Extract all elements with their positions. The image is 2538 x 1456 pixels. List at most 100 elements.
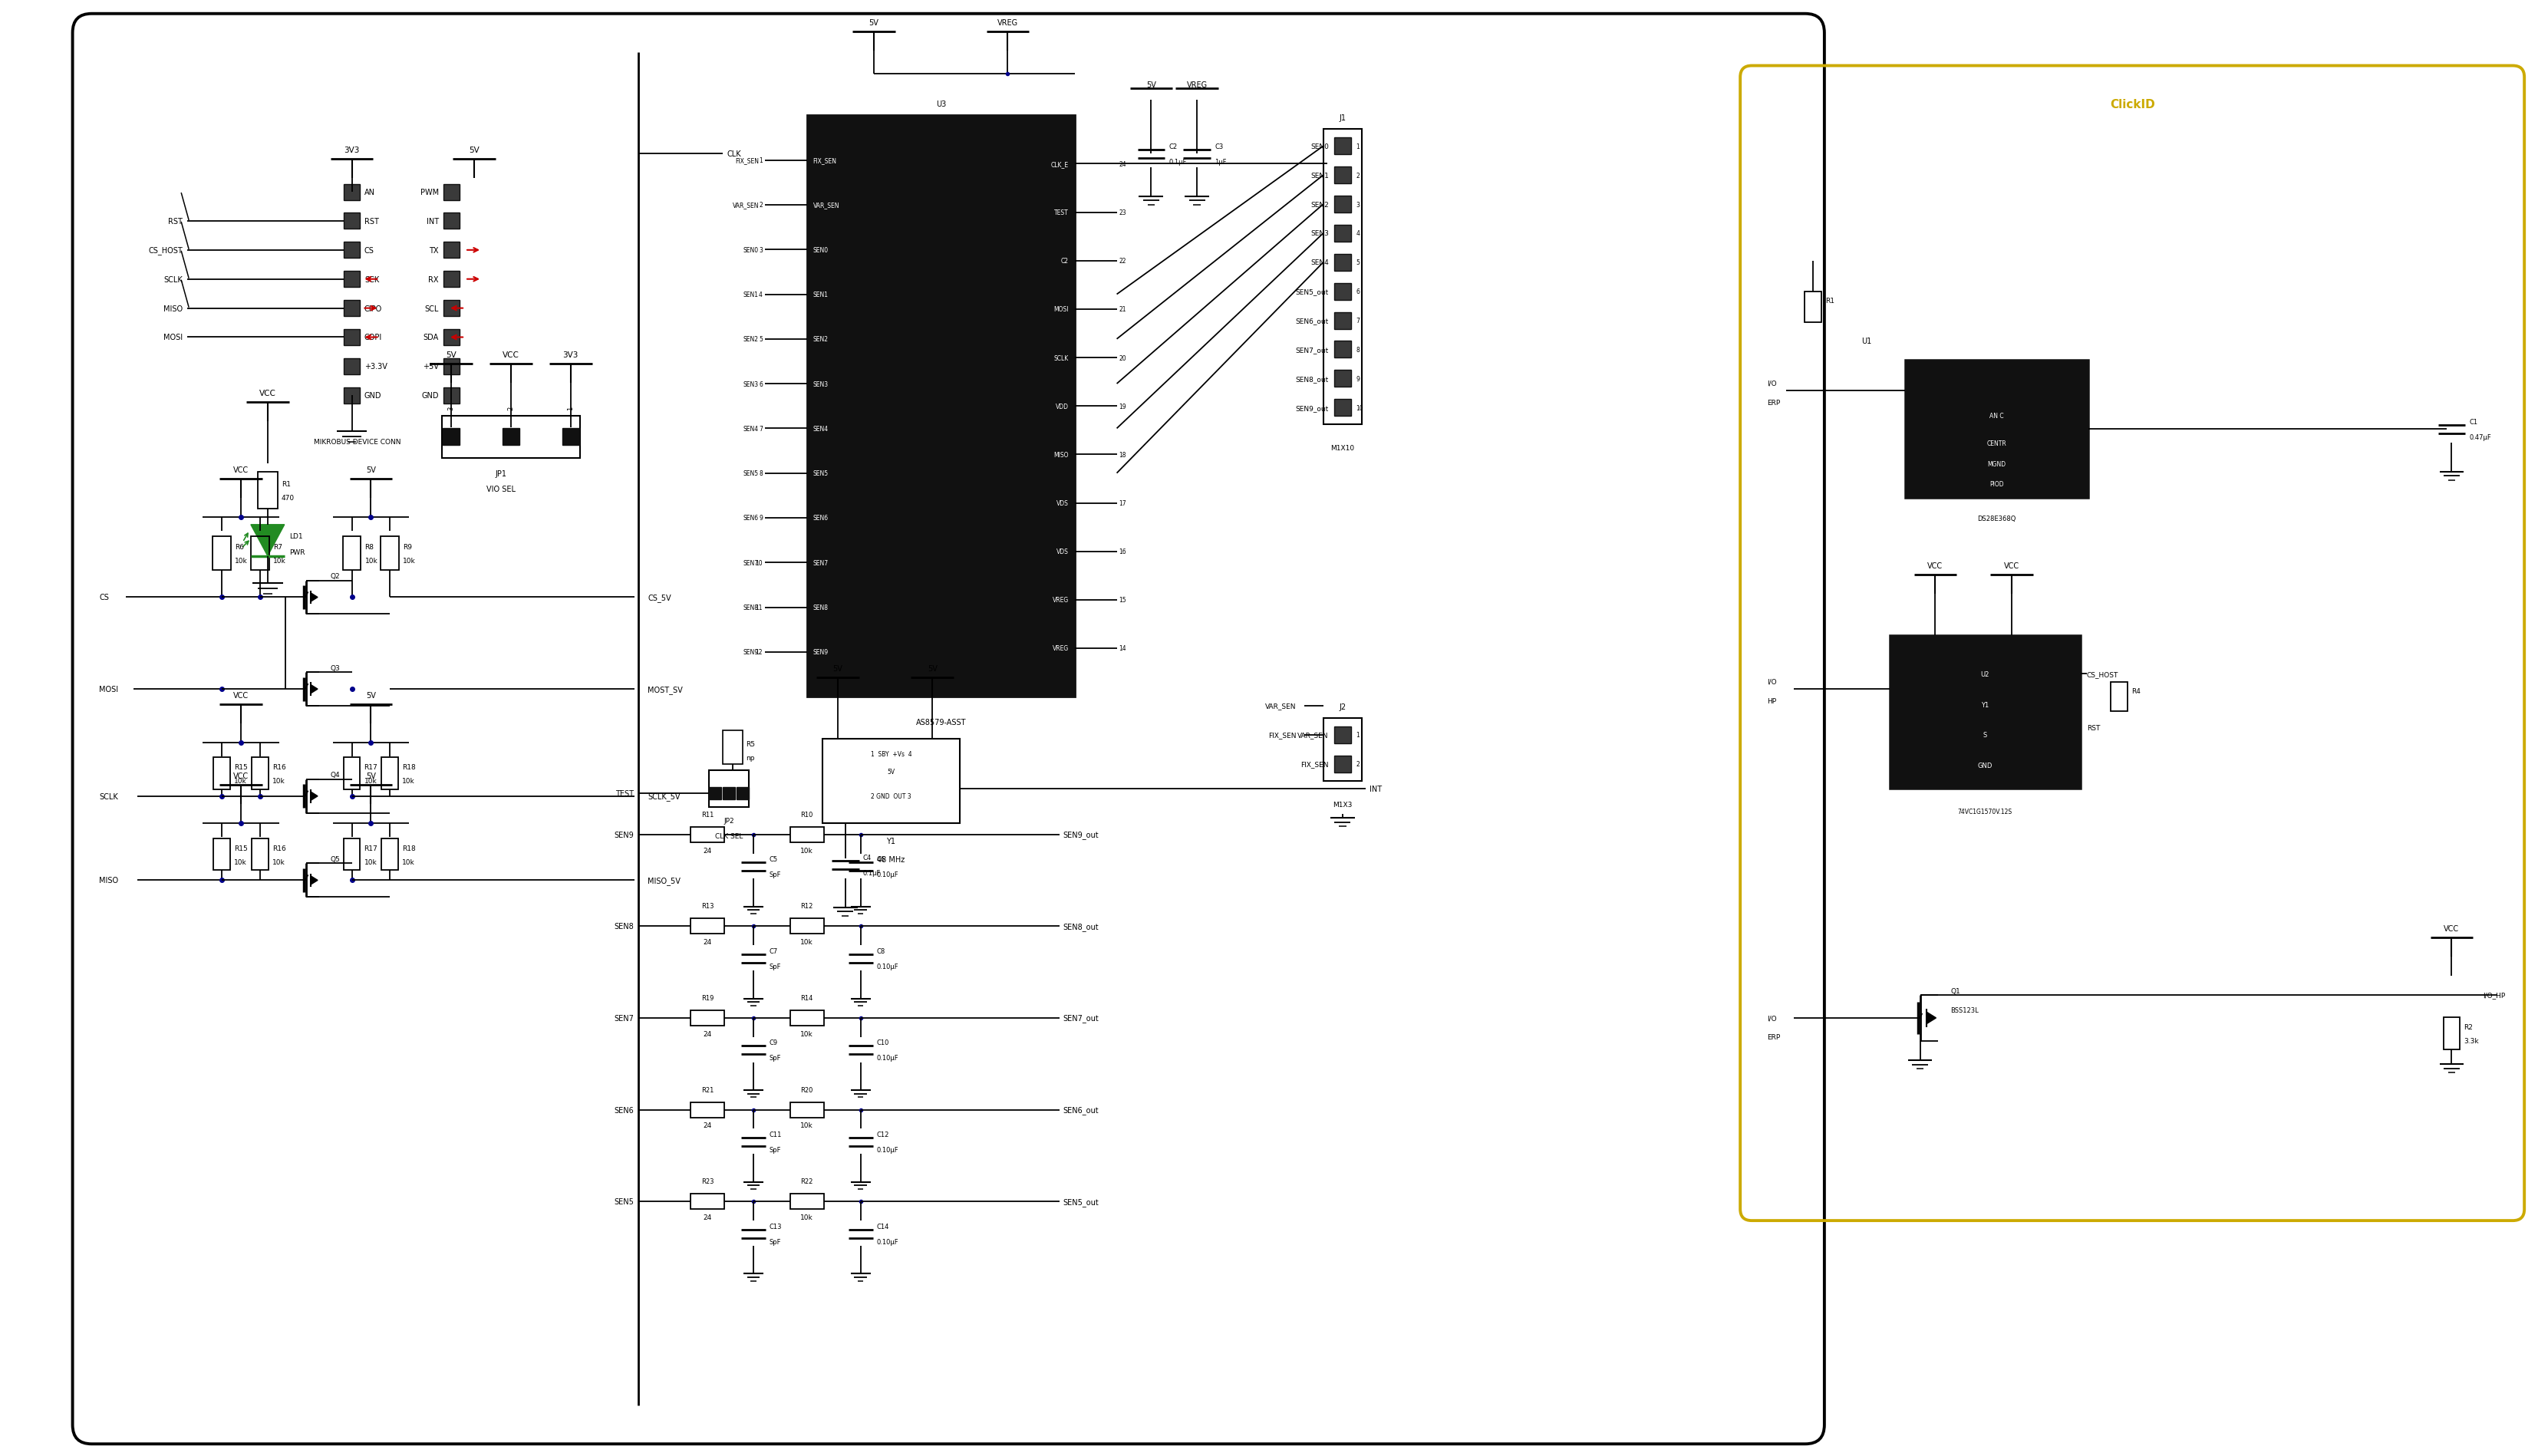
Text: TX: TX	[429, 246, 439, 255]
Text: SEN5_out: SEN5_out	[1063, 1197, 1099, 1206]
Text: I/O: I/O	[1766, 1015, 1777, 1022]
Text: VCC: VCC	[259, 390, 277, 397]
Bar	[708, 770, 749, 807]
Text: C2: C2	[1061, 258, 1068, 265]
Text: SEN9_out: SEN9_out	[1294, 405, 1330, 412]
Text: R5: R5	[746, 741, 754, 748]
Text: R10: R10	[799, 811, 812, 818]
Bar	[213, 839, 231, 871]
Text: 10k: 10k	[799, 1031, 812, 1037]
Text: R6: R6	[233, 543, 244, 550]
Text: 5V: 5V	[926, 665, 937, 673]
Text: SEN6: SEN6	[744, 515, 759, 521]
Text: PWM: PWM	[421, 189, 439, 197]
Bar	[2444, 1018, 2459, 1050]
Bar	[1335, 313, 1350, 329]
Text: SpF: SpF	[769, 962, 782, 970]
Text: 8: 8	[759, 470, 761, 478]
Bar	[343, 329, 360, 345]
Text: TEST: TEST	[617, 789, 634, 798]
Text: 5: 5	[1355, 259, 1360, 266]
Text: SpF: SpF	[769, 1054, 782, 1061]
Text: SEN0: SEN0	[1310, 143, 1330, 150]
Text: SCK: SCK	[365, 275, 378, 284]
Text: R1: R1	[1825, 297, 1835, 304]
Text: SEN8: SEN8	[812, 604, 827, 612]
Text: Q1: Q1	[1952, 989, 1959, 994]
Text: 5V: 5V	[365, 772, 376, 779]
Text: VREG: VREG	[1188, 82, 1208, 89]
Text: C12: C12	[876, 1131, 888, 1137]
Text: MISO_5V: MISO_5V	[647, 877, 680, 885]
Bar	[690, 919, 723, 935]
Text: FIX_SEN: FIX_SEN	[812, 157, 838, 165]
Text: SEN5: SEN5	[614, 1198, 634, 1206]
Text: 0.10µF: 0.10µF	[876, 1054, 898, 1061]
Text: 10k: 10k	[233, 558, 249, 565]
Text: 10k: 10k	[799, 1214, 812, 1220]
Text: MISO: MISO	[99, 877, 119, 884]
Text: M1X10: M1X10	[1330, 444, 1355, 451]
Text: VCC: VCC	[2005, 562, 2020, 569]
Bar	[1335, 371, 1350, 387]
Text: 10k: 10k	[799, 939, 812, 945]
Bar	[807, 116, 1074, 697]
Text: VAR_SEN: VAR_SEN	[733, 202, 759, 208]
Bar	[343, 358, 360, 374]
Bar	[343, 243, 360, 259]
Text: SEN4: SEN4	[812, 425, 827, 432]
Text: VREG: VREG	[997, 19, 1018, 26]
Text: 12: 12	[756, 649, 761, 655]
Bar	[503, 428, 520, 446]
Text: 9: 9	[759, 515, 761, 521]
Bar	[1335, 342, 1350, 358]
Text: MOSI: MOSI	[99, 686, 119, 693]
Text: 19: 19	[1119, 403, 1127, 411]
Polygon shape	[1926, 1012, 1936, 1024]
Bar	[1322, 130, 1360, 425]
Text: 8: 8	[1355, 347, 1360, 354]
Text: C5: C5	[769, 856, 779, 862]
Bar	[1335, 284, 1350, 300]
Bar	[1805, 291, 1822, 322]
Text: 7: 7	[1355, 317, 1360, 325]
Text: 5V: 5V	[470, 147, 480, 154]
Bar	[442, 428, 459, 446]
Text: 1µF: 1µF	[1216, 159, 1226, 166]
Text: 6: 6	[759, 380, 761, 387]
Bar	[723, 788, 736, 799]
Text: I/O: I/O	[1766, 678, 1777, 686]
Text: 0.1µF: 0.1µF	[1170, 159, 1188, 166]
Text: R17: R17	[363, 844, 378, 852]
Text: SEN4: SEN4	[744, 425, 759, 432]
Text: 5V: 5V	[1147, 82, 1157, 89]
Text: SEN7: SEN7	[812, 559, 827, 566]
Text: VCC: VCC	[1926, 562, 1944, 569]
Text: 0.10µF: 0.10µF	[876, 1146, 898, 1153]
Polygon shape	[312, 792, 317, 801]
Bar	[251, 757, 269, 789]
Bar	[444, 185, 459, 201]
Bar	[1335, 138, 1350, 154]
Text: MOSI: MOSI	[1053, 306, 1068, 313]
Text: SEN3: SEN3	[1310, 230, 1330, 237]
Text: 10k: 10k	[799, 1123, 812, 1128]
Bar	[1888, 636, 2081, 789]
Text: 0.10µF: 0.10µF	[876, 871, 898, 878]
Text: 10k: 10k	[363, 859, 376, 866]
Text: 20: 20	[1119, 355, 1127, 361]
Text: CS_5V: CS_5V	[647, 594, 673, 601]
Text: VDD: VDD	[1056, 403, 1068, 411]
Text: SEN7_out: SEN7_out	[1063, 1013, 1099, 1022]
Text: VAR_SEN: VAR_SEN	[812, 202, 840, 208]
Text: AN C: AN C	[1990, 412, 2002, 419]
Text: RX: RX	[429, 275, 439, 284]
Text: 10: 10	[1355, 405, 1363, 412]
Text: +5V: +5V	[424, 363, 439, 371]
Text: SEN0: SEN0	[744, 246, 759, 253]
Bar	[822, 740, 959, 823]
Text: 10k: 10k	[404, 558, 416, 565]
Text: SEN2: SEN2	[1310, 201, 1330, 208]
Text: SEN0: SEN0	[812, 246, 827, 253]
Text: 10k: 10k	[799, 847, 812, 853]
